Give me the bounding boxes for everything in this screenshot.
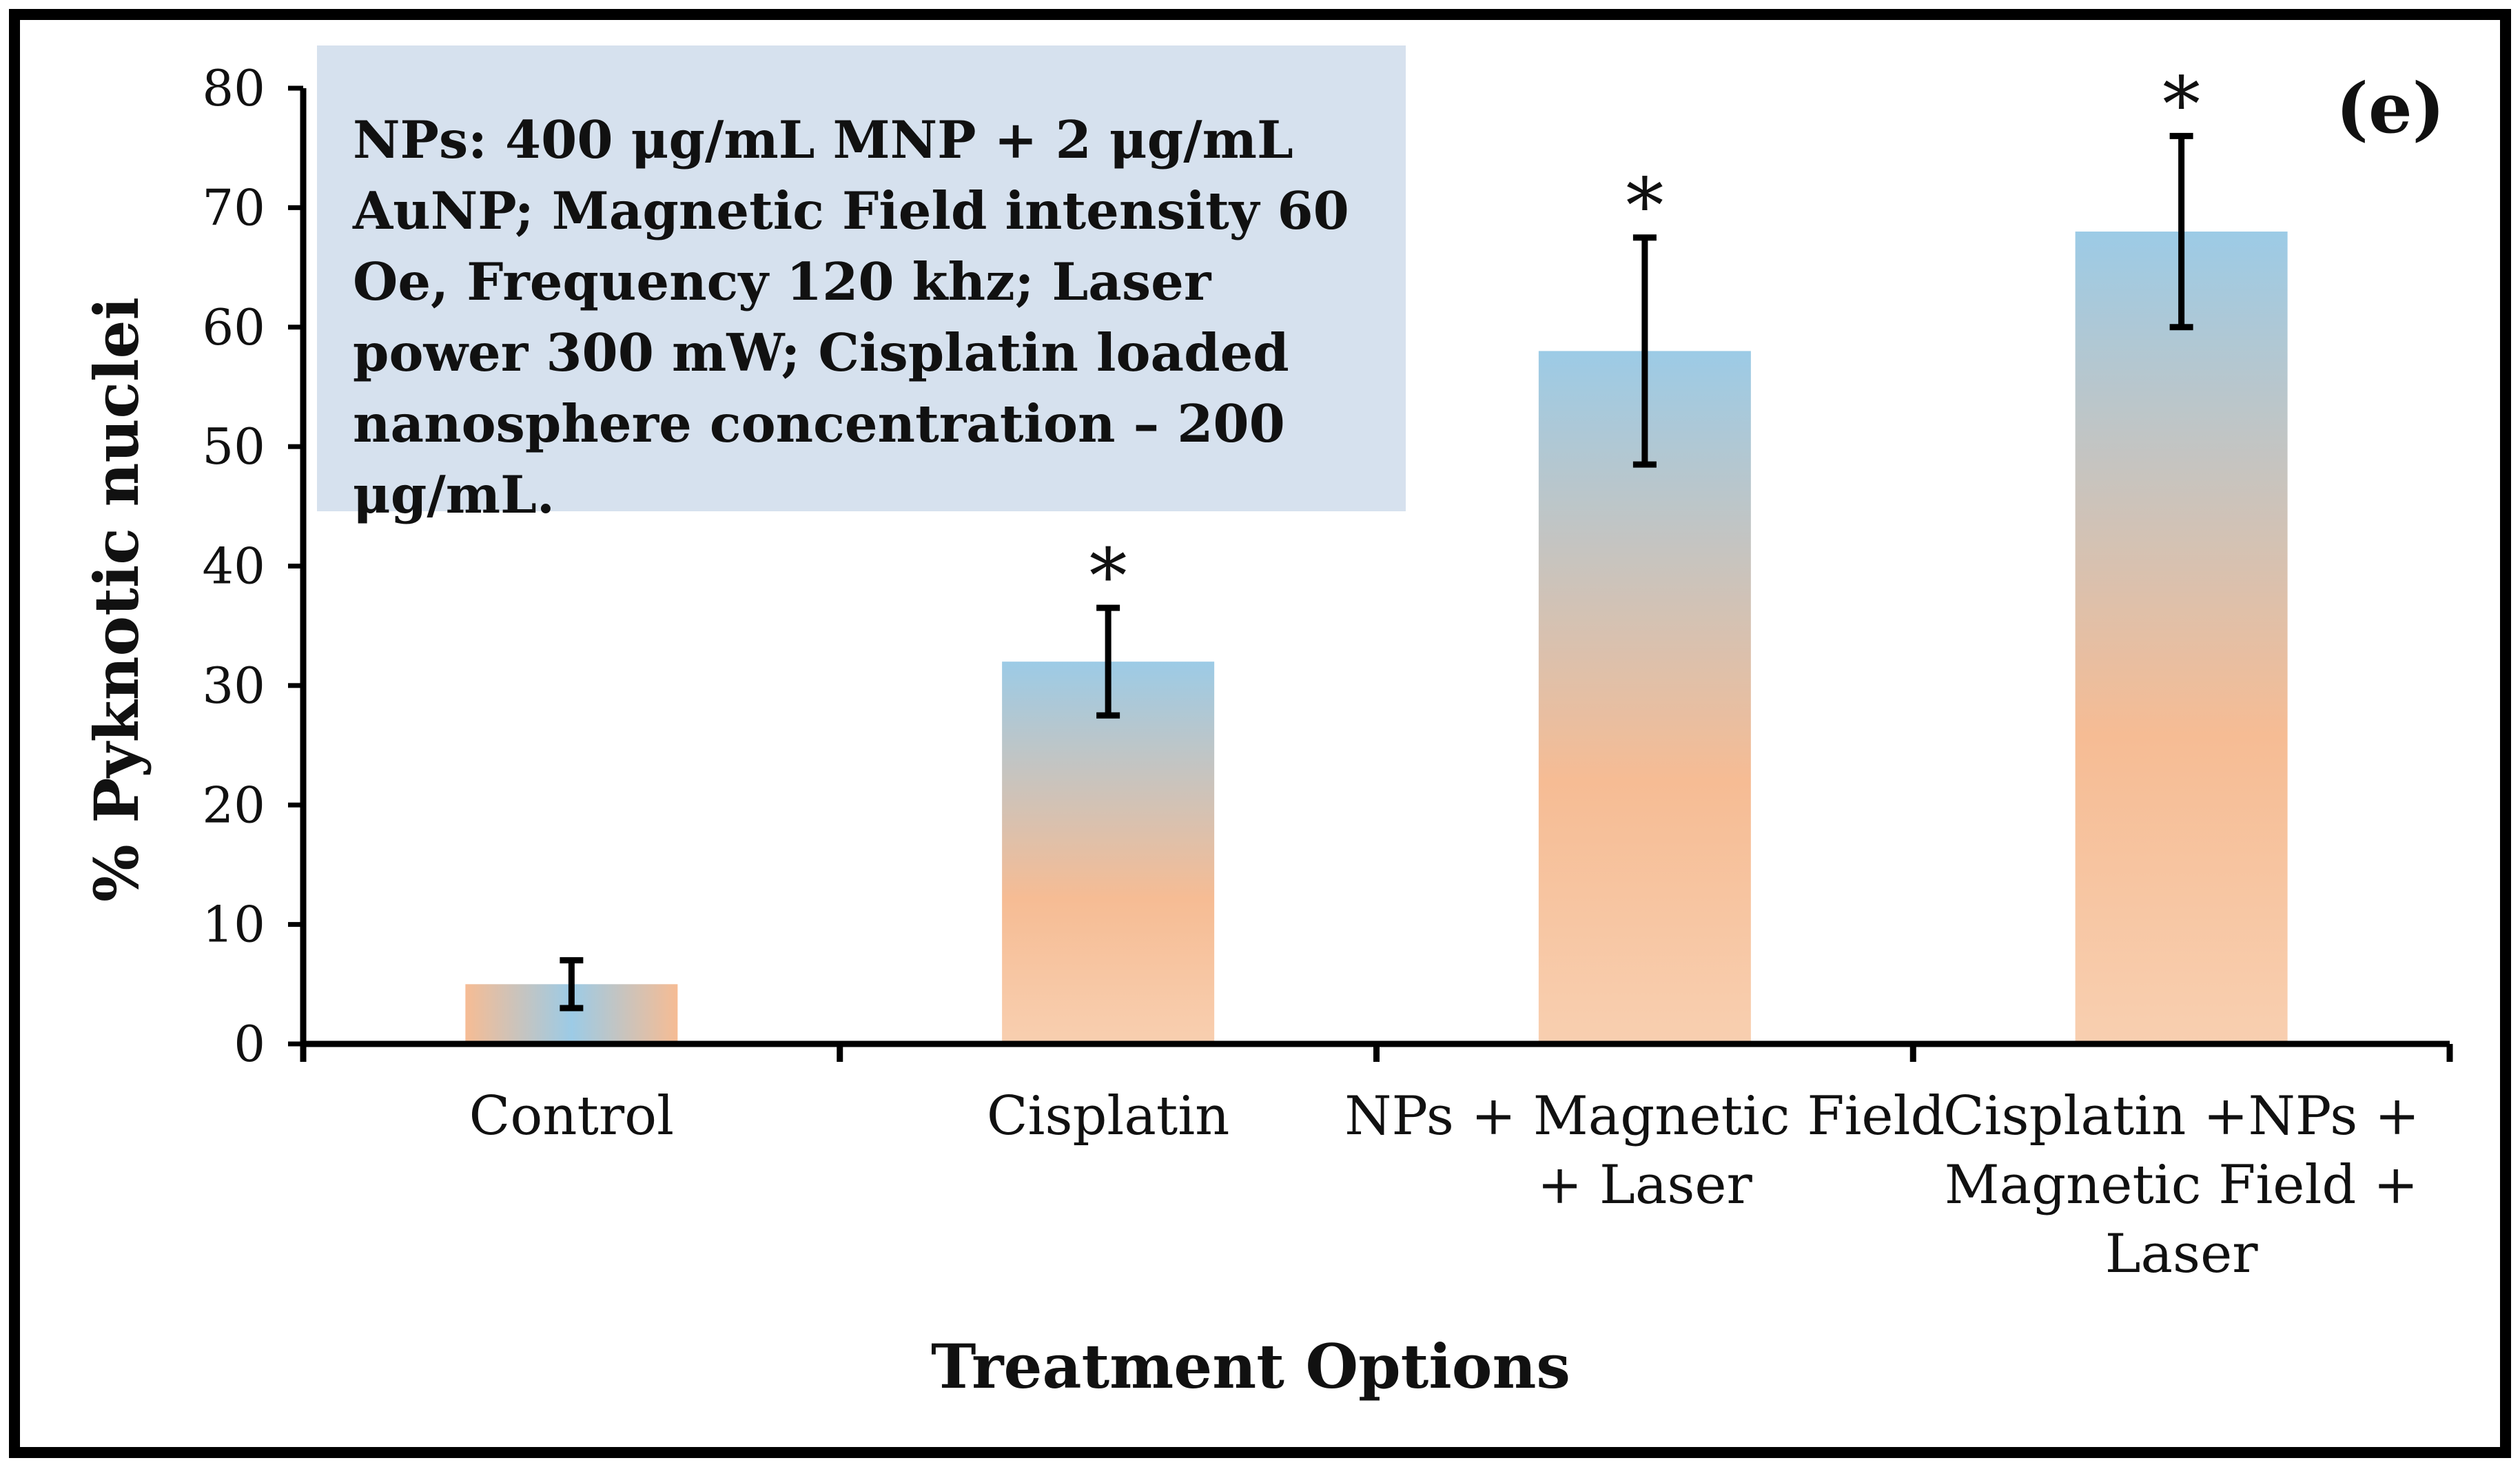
panel-label: (e) bbox=[2336, 68, 2445, 149]
category-label-0: Control bbox=[469, 1085, 674, 1147]
y-tick-label-10: 10 bbox=[202, 896, 265, 954]
category-label-2: NPs + Magnetic Field + Laser bbox=[1344, 1085, 1945, 1216]
y-axis-title: % Pyknotic nuclei bbox=[81, 297, 152, 902]
bar-1 bbox=[1002, 661, 1215, 1044]
category-label-line: Control bbox=[469, 1085, 674, 1147]
annotation-box: NPs: 400 μg/mL MNP + 2 μg/mL AuNP; Magne… bbox=[317, 45, 1406, 525]
y-tick-label-50: 50 bbox=[202, 418, 265, 475]
category-label-line: + Laser bbox=[1537, 1154, 1753, 1216]
significance-star-3: * bbox=[2162, 60, 2200, 148]
labels-group: 0 10 20 30 40 50 60 70 80 Control * Cisplatin * NPs +… bbox=[202, 59, 2419, 1285]
category-label-line: Cisplatin bbox=[987, 1085, 1230, 1147]
category-label-3: Cisplatin +NPs + Magnetic Field + Laser bbox=[1943, 1085, 2420, 1285]
category-label-line: Cisplatin +NPs + bbox=[1943, 1085, 2420, 1147]
axes-group bbox=[288, 85, 2453, 1062]
category-label-1: Cisplatin bbox=[987, 1085, 1230, 1147]
y-tick-label-0: 0 bbox=[234, 1015, 265, 1073]
error-bars-group bbox=[560, 132, 2193, 1012]
category-label-line: Laser bbox=[2105, 1223, 2258, 1285]
category-label-line: Magnetic Field + bbox=[1945, 1154, 2419, 1216]
bar-3 bbox=[2075, 232, 2288, 1044]
category-label-line: NPs + Magnetic Field bbox=[1344, 1085, 1945, 1147]
bars-group bbox=[465, 232, 2288, 1044]
y-tick-label-80: 80 bbox=[202, 59, 265, 117]
significance-star-2: * bbox=[1626, 162, 1663, 250]
x-axis-title: Treatment Options bbox=[931, 1331, 1570, 1402]
y-tick-label-60: 60 bbox=[202, 298, 265, 356]
y-tick-label-40: 40 bbox=[202, 537, 265, 595]
y-tick-label-70: 70 bbox=[202, 178, 265, 236]
significance-star-1: * bbox=[1089, 532, 1127, 620]
y-tick-label-20: 20 bbox=[202, 776, 265, 834]
y-tick-label-30: 30 bbox=[202, 657, 265, 715]
